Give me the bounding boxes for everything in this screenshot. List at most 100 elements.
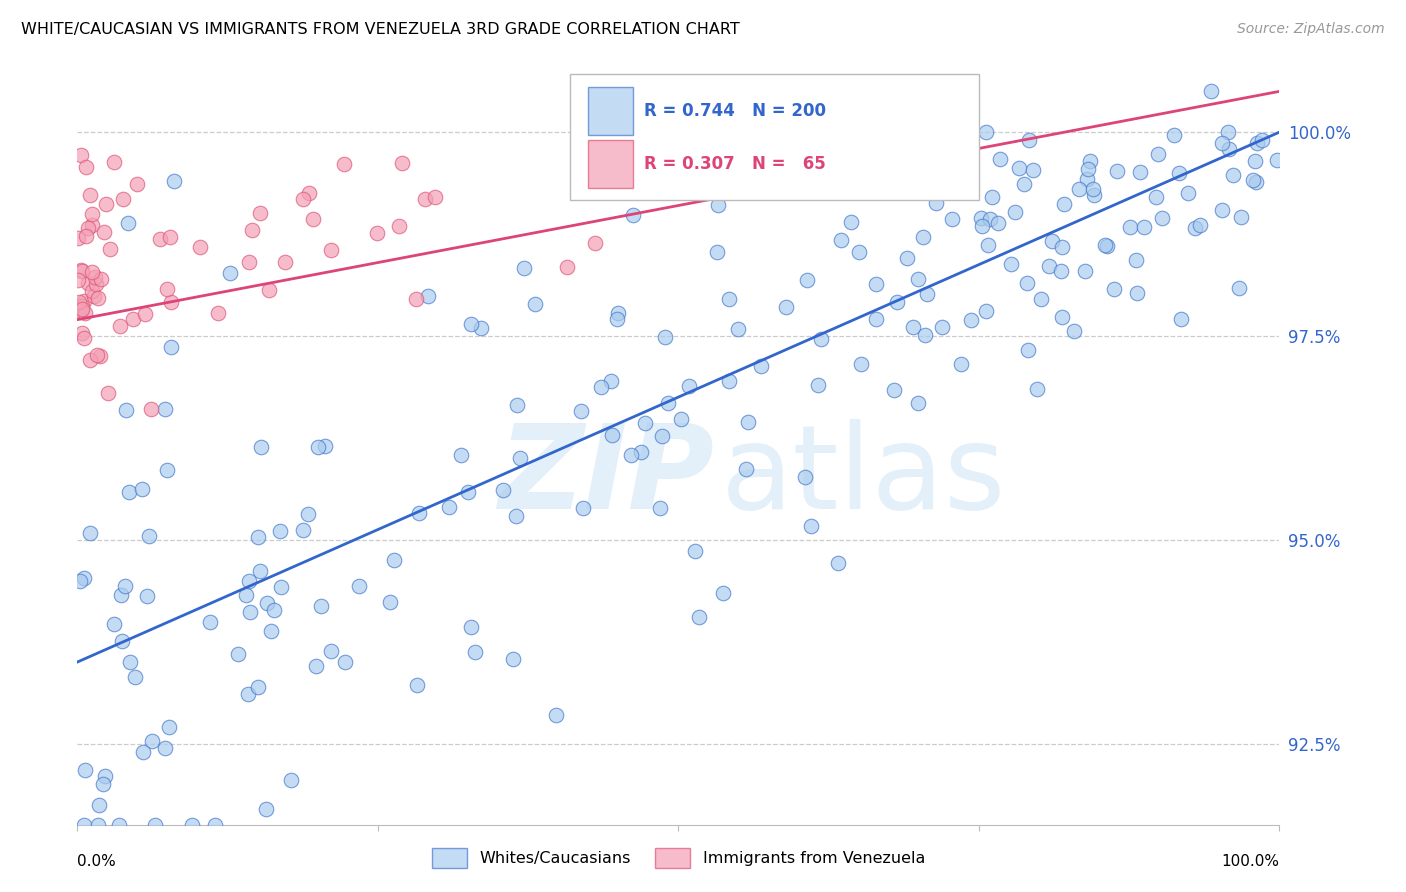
Point (292, 523, 315, 537)
Point (263, 603, 285, 617)
Point (688, 610, 710, 624)
Point (94, 769, 117, 783)
Point (67, 231, 90, 245)
Point (131, 746, 153, 760)
Point (321, 243, 343, 257)
Point (309, 599, 332, 614)
Text: 0.0%: 0.0% (77, 854, 117, 869)
Point (69, 303, 91, 318)
Point (188, 240, 211, 254)
Point (280, 772, 302, 787)
Point (502, 652, 524, 666)
Point (1244, 154, 1267, 169)
Point (149, 231, 172, 245)
Point (600, 428, 623, 442)
Point (80, 219, 103, 233)
Point (1152, 211, 1174, 226)
Point (122, 311, 145, 326)
Point (388, 219, 411, 233)
Point (907, 395, 929, 409)
Point (73, 764, 96, 778)
Point (163, 174, 186, 188)
Point (987, 216, 1010, 230)
Point (865, 311, 887, 326)
Point (734, 461, 756, 475)
Point (607, 306, 630, 320)
Text: Source: ZipAtlas.com: Source: ZipAtlas.com (1237, 22, 1385, 37)
Point (297, 508, 319, 522)
Point (408, 506, 430, 520)
Point (79, 526, 101, 541)
Text: R = 0.744   N = 200: R = 0.744 N = 200 (644, 102, 825, 120)
Point (80, 207, 103, 221)
Point (249, 564, 271, 578)
Point (1038, 259, 1060, 273)
Point (156, 282, 179, 296)
Point (648, 500, 671, 515)
Point (382, 553, 405, 567)
Point (796, 273, 818, 287)
Point (1244, 175, 1267, 189)
Point (960, 312, 983, 326)
Point (523, 296, 546, 310)
Point (981, 190, 1004, 204)
Point (437, 500, 460, 515)
Point (654, 330, 676, 344)
Point (970, 211, 993, 225)
Point (1063, 325, 1085, 339)
Point (235, 588, 257, 602)
Point (950, 357, 973, 371)
Point (1246, 136, 1268, 150)
Point (1049, 263, 1071, 277)
Point (678, 379, 700, 393)
Point (83, 288, 105, 302)
Point (75, 229, 97, 244)
Point (974, 125, 997, 139)
Point (257, 283, 280, 297)
Point (87, 291, 110, 305)
Point (69, 574, 91, 589)
Point (333, 655, 356, 669)
Point (1184, 221, 1206, 235)
Point (911, 230, 934, 244)
Point (134, 307, 156, 321)
Point (308, 440, 330, 454)
Point (470, 320, 492, 334)
Point (274, 255, 297, 269)
Point (1147, 147, 1170, 161)
Point (70, 326, 93, 340)
Point (72, 264, 94, 278)
Point (683, 543, 706, 558)
Point (793, 469, 815, 483)
Point (1097, 238, 1119, 252)
Point (599, 374, 621, 388)
Point (513, 260, 536, 275)
Point (839, 215, 862, 229)
Point (416, 289, 439, 303)
Point (1218, 142, 1240, 156)
Point (114, 579, 136, 593)
Point (139, 402, 162, 417)
Point (555, 260, 578, 275)
Point (73, 571, 96, 585)
Point (606, 311, 628, 326)
Point (1125, 285, 1147, 300)
Point (621, 208, 644, 222)
Point (103, 154, 125, 169)
Point (93, 225, 115, 239)
Point (269, 524, 291, 538)
Point (302, 211, 325, 226)
FancyBboxPatch shape (571, 75, 979, 200)
Point (1081, 181, 1104, 195)
Point (70, 299, 93, 313)
Point (849, 357, 872, 371)
Point (1230, 211, 1253, 225)
Point (1163, 128, 1185, 142)
Point (925, 196, 948, 211)
Point (366, 226, 388, 240)
Point (1216, 125, 1239, 139)
Point (1241, 173, 1264, 187)
Point (1083, 187, 1105, 202)
Point (378, 594, 401, 608)
Point (1167, 166, 1189, 180)
